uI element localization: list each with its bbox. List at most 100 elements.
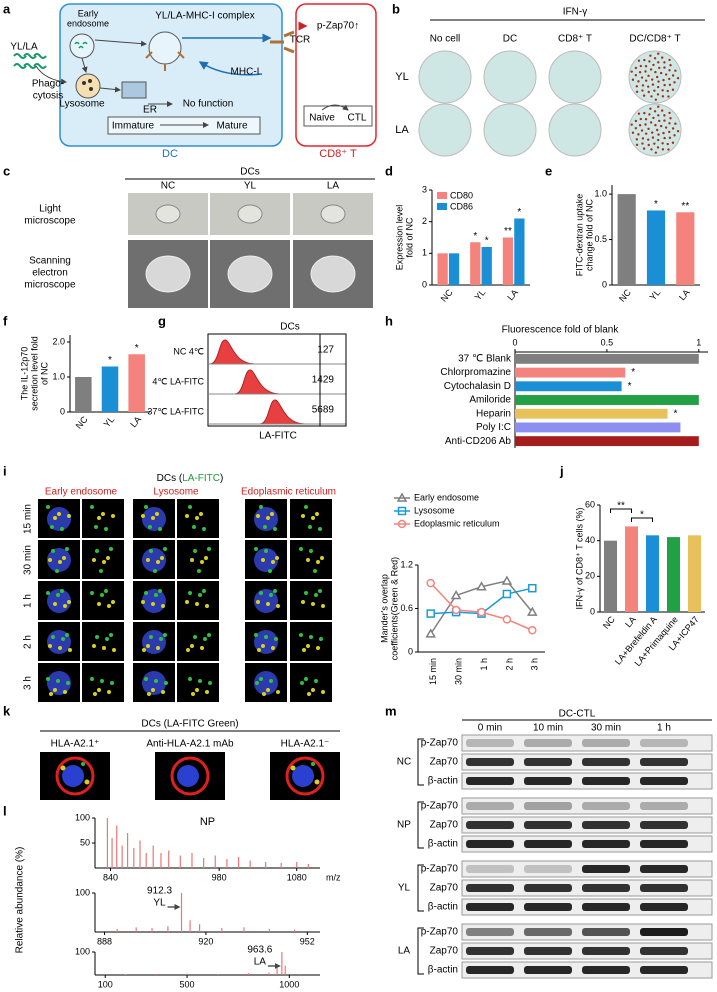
signal [264, 635, 268, 639]
point [528, 583, 537, 593]
label: DC/CD8⁺ T [629, 34, 680, 45]
signal [95, 635, 99, 639]
mfi: 5689 [312, 405, 335, 416]
x-tick-label: 920 [198, 936, 213, 946]
bracket [417, 738, 424, 786]
cell [310, 255, 356, 293]
signal [200, 646, 204, 650]
signal [58, 560, 62, 564]
signal [254, 547, 258, 551]
signal [149, 549, 153, 553]
signal [67, 514, 71, 518]
label: Lysosome [59, 99, 105, 110]
label: No function [183, 99, 234, 110]
signal [154, 679, 158, 683]
label: cytosis [33, 91, 64, 102]
spot [630, 123, 633, 126]
band [640, 928, 688, 936]
point [502, 589, 512, 599]
signal [164, 681, 168, 685]
x-tick-label: 980 [212, 872, 227, 882]
signal [320, 556, 324, 560]
signal [316, 646, 320, 650]
spot [653, 110, 657, 113]
point [450, 589, 462, 600]
nucleus [292, 765, 314, 787]
signal [311, 516, 315, 520]
label: DCs [280, 322, 299, 333]
signal [304, 677, 308, 681]
signal [256, 514, 260, 518]
signal [207, 633, 211, 637]
signal [102, 560, 106, 564]
y-axis-label: fold of NC [404, 217, 414, 258]
x-tick-label: NC [439, 287, 455, 304]
signal [160, 556, 164, 560]
spot [642, 147, 646, 150]
signal [195, 688, 199, 692]
y-tick-label: Amiloride [469, 395, 511, 406]
spot [647, 127, 650, 131]
bar [437, 253, 448, 285]
label: endosome [67, 18, 109, 28]
signal [195, 602, 199, 606]
y-tick-label: Chlorpromazine [440, 367, 511, 378]
band [582, 903, 630, 911]
signal [306, 558, 310, 562]
signal [144, 505, 148, 509]
band [640, 739, 688, 747]
histogram [234, 369, 281, 395]
label: Zap70 [430, 946, 459, 957]
chart-title: NP [200, 816, 215, 828]
band [582, 966, 630, 974]
fluorescence-image [290, 499, 332, 538]
spot [634, 119, 638, 123]
legend-label: Early endosome [414, 492, 479, 502]
arrow [321, 104, 349, 111]
fluorescence-image [82, 581, 124, 620]
mfi: 127 [317, 345, 334, 356]
band [582, 739, 630, 747]
spot [643, 111, 646, 115]
nucleus [142, 589, 166, 613]
spot [650, 95, 653, 98]
x-tick-label: YL [102, 414, 117, 429]
signal [163, 547, 167, 551]
y-axis-label: change fold of NC [584, 198, 594, 271]
spot [658, 66, 661, 70]
y-tick-label: 1.0 [594, 188, 607, 198]
x-axis-label: m/z [326, 872, 341, 882]
mfi: 1429 [312, 375, 335, 386]
fluorescence-image [290, 540, 332, 579]
spot [653, 57, 657, 60]
signal [99, 569, 103, 573]
label: p-Zap70 [421, 738, 459, 749]
significance: * [628, 381, 632, 392]
signal [299, 633, 303, 637]
label: 15 min [23, 504, 34, 534]
spot [664, 126, 668, 129]
signal [53, 602, 57, 606]
peptide [82, 41, 88, 45]
spot [635, 90, 639, 94]
annotation: 912.3 [147, 886, 172, 897]
signal [311, 688, 315, 692]
naive-box [303, 105, 373, 127]
mhc [145, 51, 185, 71]
spot [668, 136, 672, 140]
fluorescence-image [177, 581, 219, 620]
spot [648, 113, 651, 116]
y-tick-label: Cytochalasin D [444, 381, 511, 392]
signal [93, 692, 97, 696]
bar [128, 354, 145, 412]
spot [638, 71, 642, 74]
shape [82, 81, 86, 85]
spot [663, 61, 666, 64]
signal [144, 591, 148, 595]
lysosome [75, 73, 101, 99]
bar [515, 422, 681, 433]
spot [644, 70, 647, 73]
chart-title: Fluorescence fold of blank [502, 325, 620, 336]
band [582, 928, 630, 936]
signal [276, 604, 280, 608]
